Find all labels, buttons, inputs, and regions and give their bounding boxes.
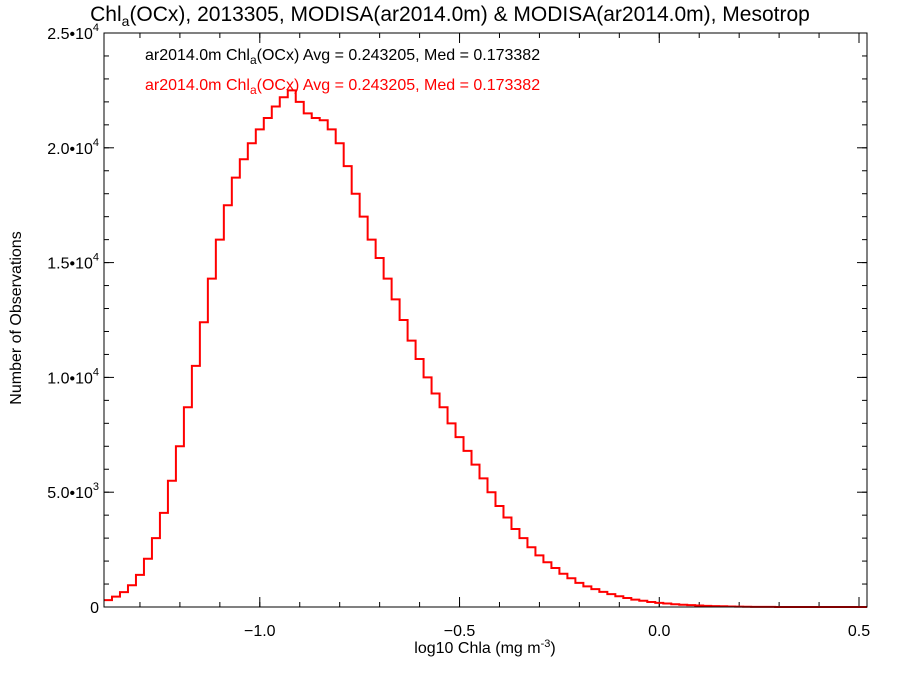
y-tick-mantissa: 0 — [90, 600, 99, 617]
y-tick-label: 2.0•104 — [47, 137, 99, 158]
histogram-series — [104, 89, 867, 608]
stats-annotation-red-sub: a — [250, 83, 257, 97]
stats-annotation-black-post: (OCx) Avg = 0.243205, Med = 0.173382 — [257, 47, 541, 64]
title-subscript: a — [122, 13, 130, 29]
x-axis-label-close: ) — [550, 640, 555, 657]
stats-annotation-red: ar2014.0m Chla(OCx) Avg = 0.243205, Med … — [145, 77, 540, 97]
chart-title: Chla(OCx), 2013305, MODISA(ar2014.0m) & … — [90, 3, 810, 29]
x-tick-label: 0.5 — [848, 623, 870, 640]
y-axis-label: Number of Observations — [8, 231, 25, 404]
title-rest: (OCx), 2013305, MODISA(ar2014.0m) & MODI… — [129, 3, 809, 26]
x-axis-label-sup: -3 — [541, 638, 551, 650]
histogram-line-series-0 — [104, 89, 867, 608]
stats-annotation-black-sub: a — [250, 53, 257, 67]
y-tick-mantissa: 2.5•10 — [47, 26, 93, 43]
y-tick-exponent: 4 — [93, 366, 99, 378]
y-tick-exponent: 4 — [93, 22, 99, 34]
y-tick-mantissa: 1.5•10 — [47, 256, 93, 273]
y-tick-label: 5.0•103 — [47, 481, 99, 502]
y-tick-label: 1.0•104 — [47, 366, 99, 387]
y-tick-label: 1.5•104 — [47, 252, 99, 273]
x-tick-label: −0.5 — [444, 623, 476, 640]
x-tick-label: −1.0 — [244, 623, 276, 640]
title-main: Chl — [90, 3, 122, 26]
y-tick-mantissa: 1.0•10 — [47, 370, 93, 387]
y-tick-label: 2.5•104 — [47, 22, 99, 43]
y-tick-mantissa: 5.0•10 — [47, 485, 93, 502]
stats-annotation-black: ar2014.0m Chla(OCx) Avg = 0.243205, Med … — [145, 47, 540, 67]
y-tick-exponent: 3 — [93, 481, 99, 493]
x-axis-label: log10 Chla (mg m-3) — [414, 638, 555, 657]
plot-frame — [103, 32, 868, 608]
y-tick-label: 0 — [90, 600, 99, 617]
y-tick-exponent: 4 — [93, 137, 99, 149]
stats-annotation-red-post: (OCx) Avg = 0.243205, Med = 0.173382 — [257, 77, 541, 94]
stats-annotation-red-pre: ar2014.0m Chl — [145, 77, 250, 94]
y-tick-mantissa: 2.0•10 — [47, 141, 93, 158]
x-axis-label-main: log10 Chla (mg m — [414, 640, 540, 657]
axis-ticks: −1.0 −0.5 0.0 0.505.0•1031.0•1041.5•1042.0•… — [47, 22, 870, 640]
y-tick-exponent: 4 — [93, 252, 99, 264]
x-tick-label: 0.0 — [648, 623, 670, 640]
stats-annotation-black-pre: ar2014.0m Chl — [145, 47, 250, 64]
